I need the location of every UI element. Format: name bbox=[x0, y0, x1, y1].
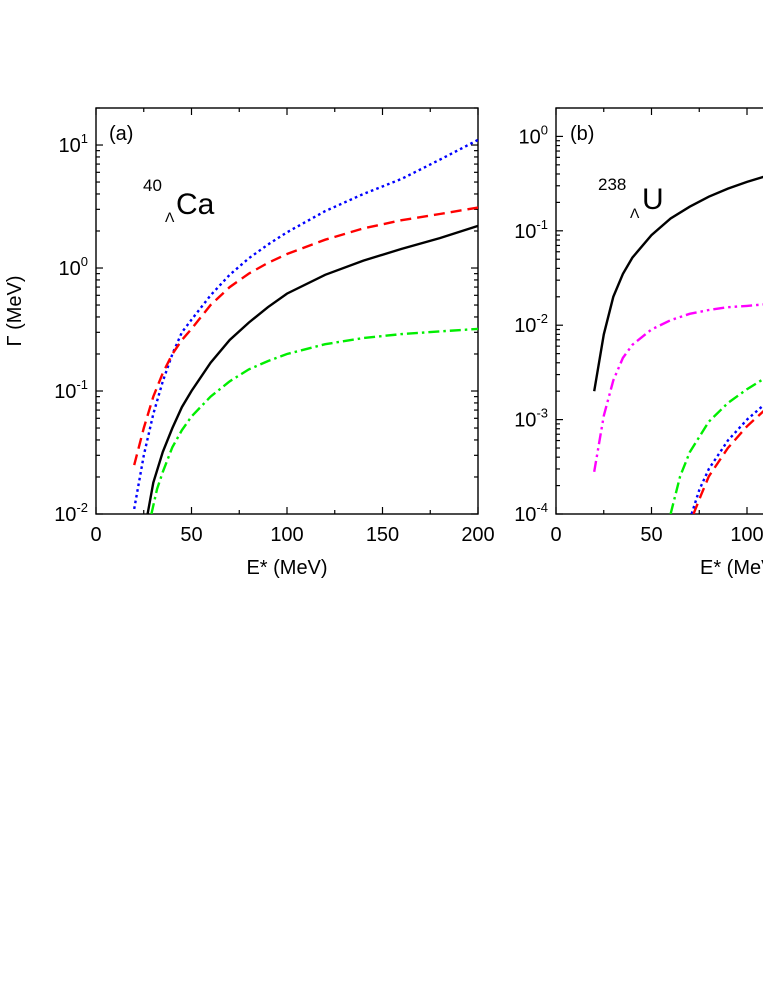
series-group-b bbox=[593, 175, 763, 514]
series-line-a-dashed bbox=[133, 206, 478, 466]
element-symbol-b: U bbox=[642, 183, 664, 216]
series-line-b-dashdotdot bbox=[593, 303, 763, 473]
y-tick-label-b: 10-2 bbox=[514, 311, 548, 337]
x-tick-label-a: 150 bbox=[366, 524, 399, 546]
x-axis-label-b: E* (MeV) bbox=[700, 557, 763, 579]
x-axis-label-a: E* (MeV) bbox=[246, 557, 327, 579]
mass-number-a: 40 bbox=[143, 176, 162, 195]
y-tick-label-b: 10-3 bbox=[514, 406, 548, 432]
mass-number-b: 238 bbox=[598, 175, 626, 194]
x-tick-label-b: 0 bbox=[550, 524, 561, 546]
series-line-b-solid bbox=[593, 175, 763, 392]
y-tick-label-a: 101 bbox=[59, 131, 88, 157]
x-tick-label-b: 100 bbox=[730, 524, 763, 546]
x-tick-label-a: 200 bbox=[461, 524, 494, 546]
y-tick-label-a: 100 bbox=[59, 254, 88, 280]
x-tick-label-a: 100 bbox=[270, 524, 303, 546]
series-line-a-solid bbox=[146, 224, 478, 514]
y-axis-label-a: Γ (MeV) bbox=[4, 275, 26, 346]
plot-frame-b bbox=[555, 107, 763, 515]
y-tick-label-a: 10-1 bbox=[54, 377, 88, 403]
panel-label-b: (b) bbox=[570, 123, 594, 145]
series-line-b-dotted bbox=[690, 404, 763, 514]
panel-b: (b) 238 Λ U E* (MeV) 0 50 100 10-4 10-3 10-2 1… bbox=[514, 107, 763, 579]
x-tick-label-a: 0 bbox=[90, 524, 101, 546]
nucleus-label-b: 238 Λ U bbox=[598, 175, 664, 221]
x-tick-label-b: 50 bbox=[640, 524, 662, 546]
series-line-b-dashdot bbox=[669, 377, 763, 514]
nucleus-label-a: 40 Λ Ca bbox=[143, 176, 215, 225]
series-line-a-dashdot bbox=[150, 327, 478, 514]
y-tick-label-a: 10-2 bbox=[54, 500, 88, 526]
y-tick-label-b: 100 bbox=[519, 122, 548, 148]
panel-a: (a) 40 Λ Ca Γ (MeV) E* (MeV) 0 50 100 150 20… bbox=[4, 107, 495, 579]
series-line-b-dashed bbox=[692, 410, 763, 514]
ticks-b: 0 50 100 10-4 10-3 10-2 10-1 100 bbox=[514, 107, 763, 546]
lambda-subscript-b: Λ bbox=[630, 205, 640, 221]
x-tick-label-a: 50 bbox=[180, 524, 202, 546]
lambda-subscript-a: Λ bbox=[165, 209, 175, 225]
ticks-a: 0 50 100 150 200 10-2 10-1 100 101 bbox=[54, 107, 495, 546]
element-symbol-a: Ca bbox=[176, 188, 215, 221]
y-tick-label-b: 10-4 bbox=[514, 500, 548, 526]
panel-label-a: (a) bbox=[109, 123, 133, 145]
series-group-a bbox=[133, 138, 478, 514]
y-tick-label-b: 10-1 bbox=[514, 217, 548, 243]
